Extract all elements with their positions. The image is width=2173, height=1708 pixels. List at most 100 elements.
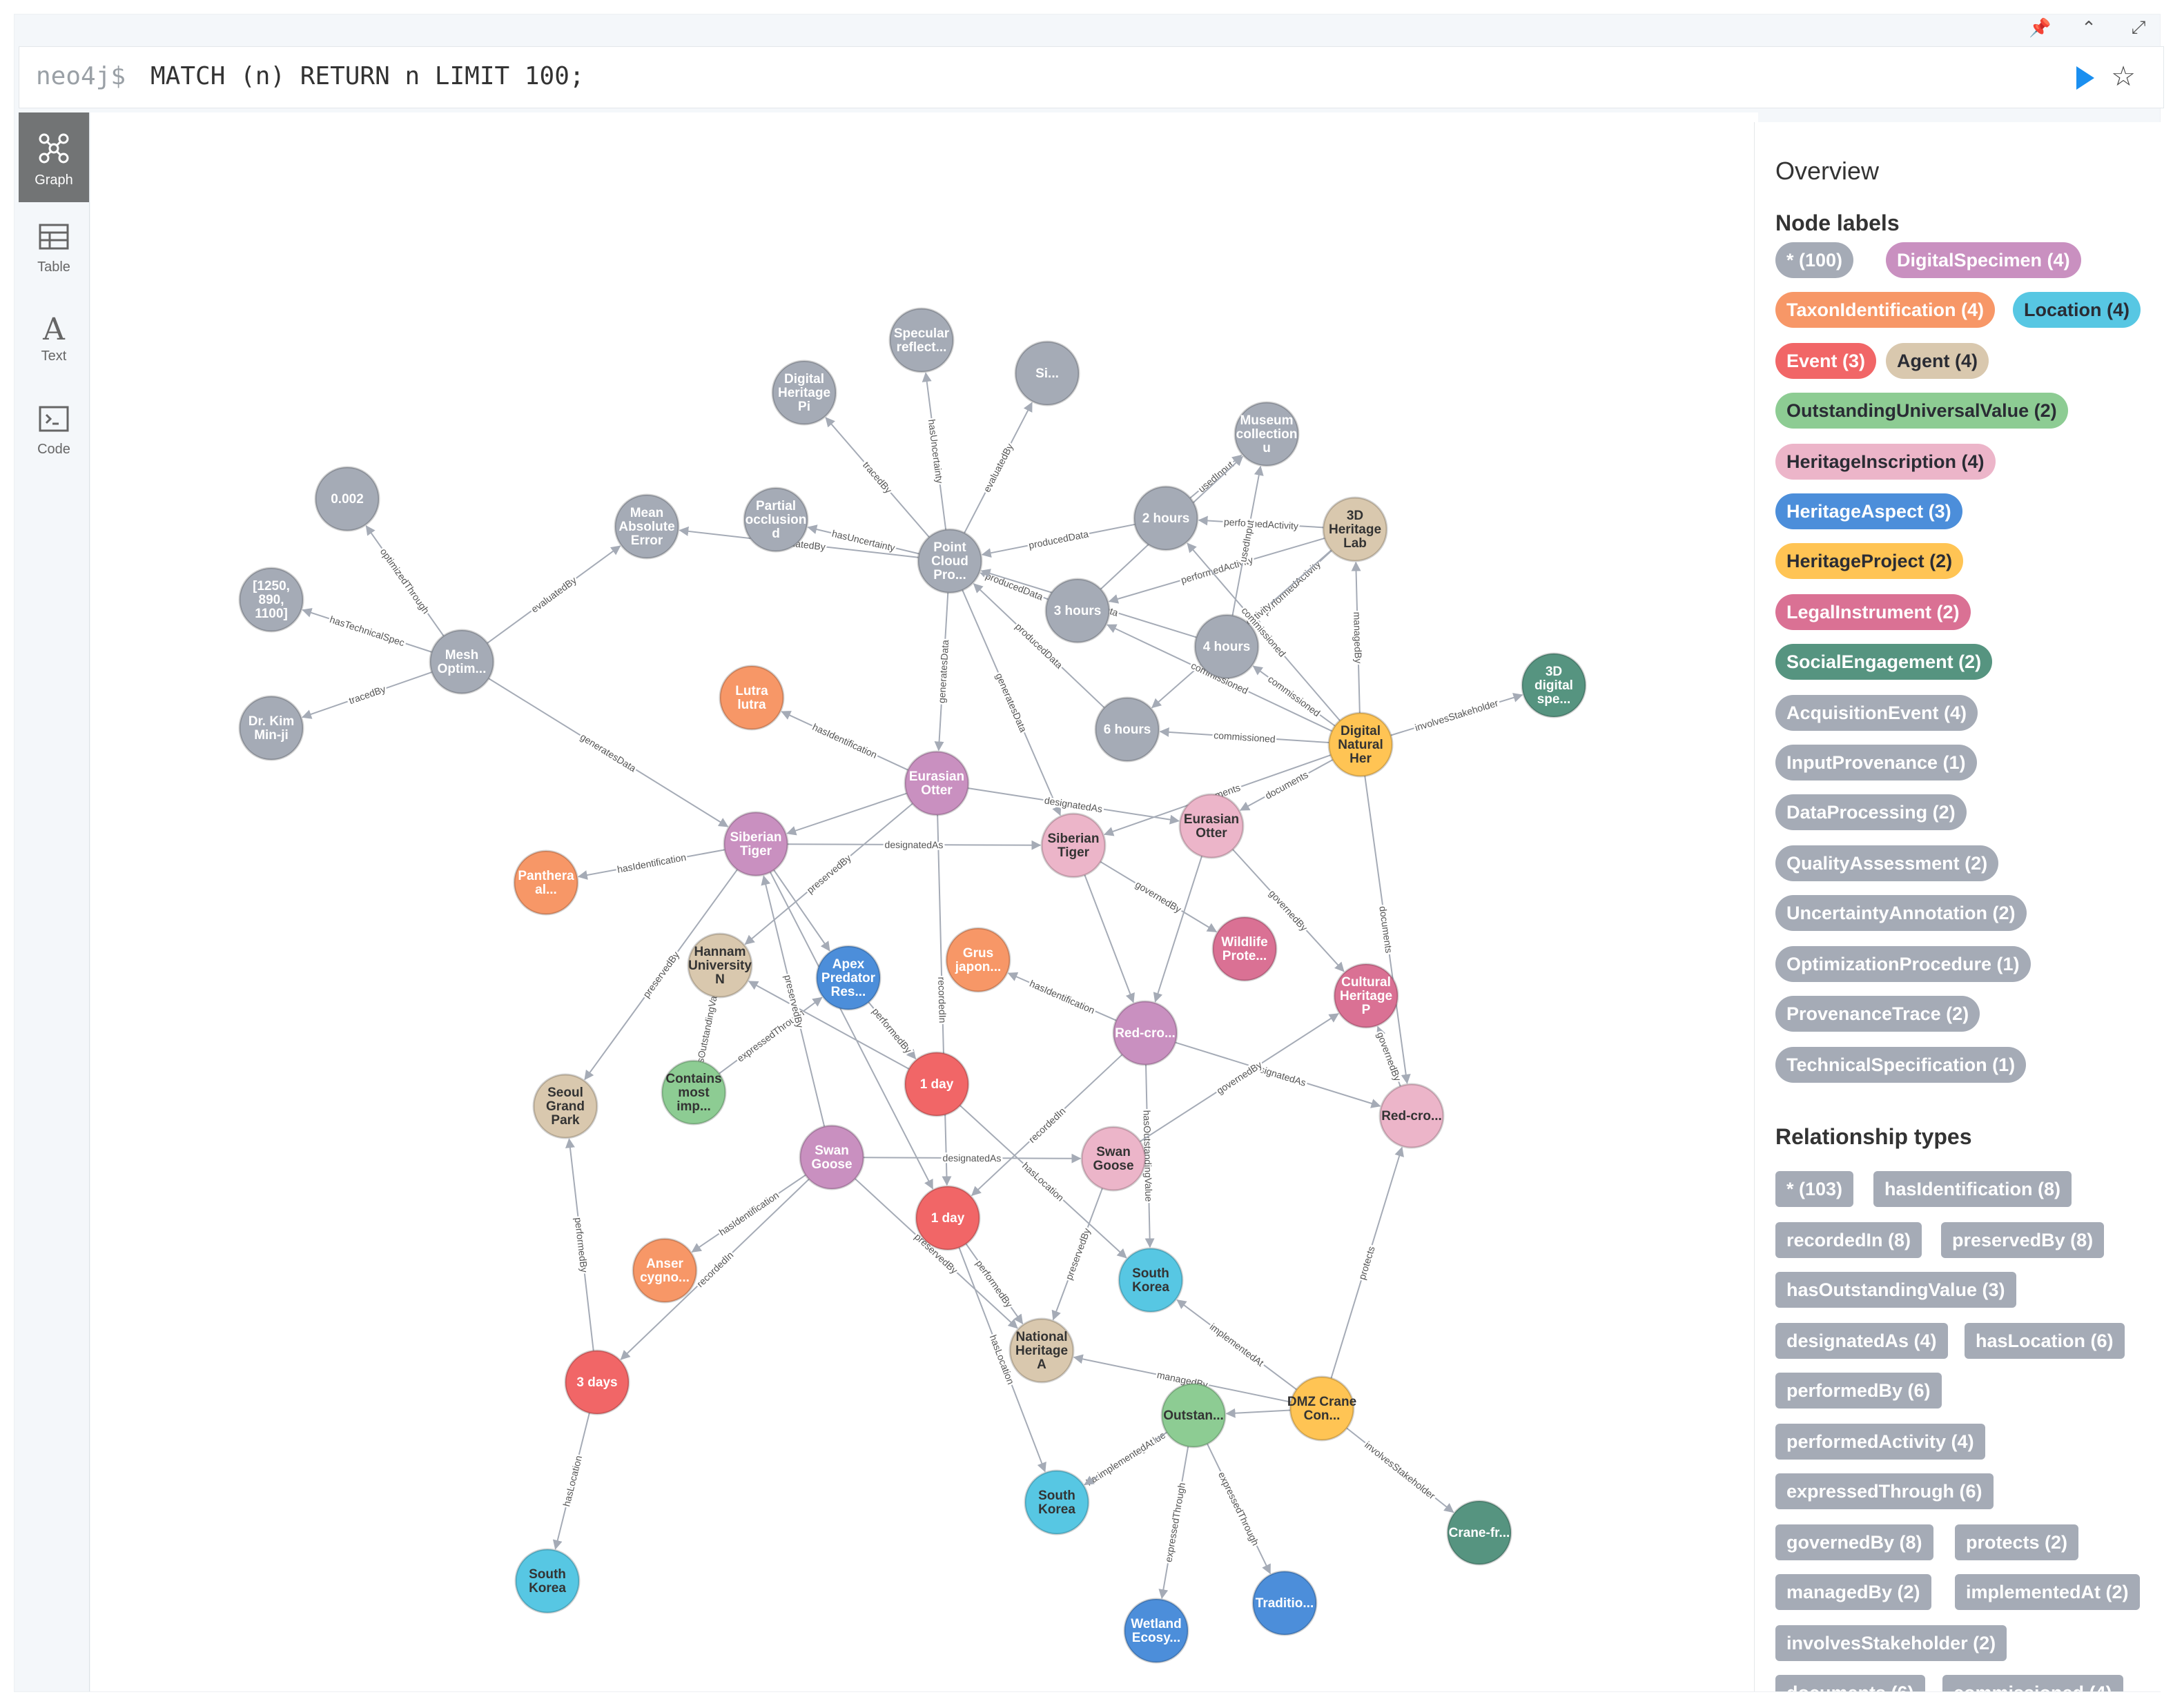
graph-node[interactable]: South Korea (514, 1548, 581, 1614)
relationship-edge[interactable] (1140, 1013, 1339, 1142)
relationship-edge[interactable] (1390, 693, 1523, 736)
graph-node-circle[interactable] (719, 665, 785, 731)
graph-node-circle[interactable] (314, 466, 380, 532)
graph-node-circle[interactable] (1521, 652, 1587, 718)
graph-node[interactable]: Digital Natural Her (1327, 711, 1394, 778)
graph-node[interactable]: National Heritage A (1008, 1317, 1075, 1384)
relationship-edge[interactable] (1225, 1408, 1291, 1418)
star-icon[interactable]: ☆ (2111, 61, 2136, 92)
graph-node[interactable]: Seoul Grand Park (532, 1073, 598, 1139)
graph-node-circle[interactable] (799, 1124, 865, 1190)
graph-node-circle[interactable] (1333, 963, 1399, 1029)
relationship-type-pill[interactable]: hasIdentification (8) (1873, 1171, 2072, 1207)
relationship-edge[interactable] (620, 1179, 810, 1360)
node-label-pill[interactable]: UncertaintyAnnotation (2) (1775, 895, 2027, 931)
relationship-edge[interactable] (487, 545, 621, 644)
relationship-edge[interactable] (1100, 861, 1218, 933)
relationship-edge[interactable] (807, 524, 919, 555)
relationship-type-pill[interactable]: expressedThrough (6) (1775, 1473, 1994, 1509)
node-label-pill[interactable]: HeritageAspect (3) (1775, 493, 1962, 529)
graph-node-circle[interactable] (1234, 401, 1300, 467)
graph-node-circle[interactable] (904, 750, 970, 816)
relationship-edge[interactable] (981, 523, 1136, 558)
graph-node-circle[interactable] (1044, 578, 1111, 644)
relationship-edge[interactable] (748, 981, 910, 1070)
relationship-edge[interactable] (863, 1153, 1082, 1164)
node-label-pill[interactable]: HeritageProject (2) (1775, 543, 1964, 579)
relationship-type-pill[interactable]: protects (2) (1955, 1524, 2079, 1560)
relationship-edge[interactable] (1159, 727, 1329, 744)
graph-node-circle[interactable] (904, 1051, 970, 1117)
graph-node-circle[interactable] (1024, 1469, 1090, 1535)
relationship-edge[interactable] (868, 1001, 917, 1060)
graph-node[interactable]: Red-cro... (1378, 1083, 1445, 1149)
graph-node[interactable]: Swan Goose (1080, 1126, 1147, 1192)
graph-node[interactable]: Outstan... (1160, 1382, 1227, 1449)
relationship-edge[interactable] (958, 1247, 1046, 1473)
relationship-type-pill[interactable]: hasOutstandingValue (3) (1775, 1272, 2016, 1308)
chevron-up-icon[interactable]: ⌃ (2081, 17, 2096, 38)
graph-node-circle[interactable] (1289, 1375, 1355, 1442)
graph-node[interactable]: Siberian Tiger (1040, 812, 1107, 878)
graph-node[interactable]: 6 hours (1094, 696, 1160, 763)
relationship-edge[interactable] (1084, 1431, 1167, 1486)
graph-node[interactable]: Anser cygno... (632, 1237, 698, 1304)
relationship-edge[interactable] (973, 583, 1105, 709)
relationship-type-pill[interactable]: * (103) (1775, 1171, 1854, 1207)
relationship-edge[interactable] (697, 996, 714, 1061)
relationship-edge[interactable] (1364, 776, 1411, 1084)
node-label-pill[interactable]: Location (4) (2013, 292, 2141, 328)
node-label-pill[interactable]: OutstandingUniversalValue (2) (1775, 393, 2068, 429)
graph-node[interactable]: Si... (1014, 340, 1080, 406)
relationship-edge[interactable] (786, 792, 907, 836)
graph-node-circle[interactable] (1178, 793, 1245, 859)
graph-node[interactable]: Wildlife Prote... (1211, 916, 1278, 982)
graph-node-circle[interactable] (514, 1548, 581, 1614)
graph-node-circle[interactable] (564, 1349, 630, 1415)
relationship-edge[interactable] (959, 1105, 1127, 1259)
relationship-edge[interactable] (968, 787, 1180, 825)
relationship-type-pill[interactable]: performedBy (6) (1775, 1373, 1942, 1408)
node-label-pill[interactable]: TaxonIdentification (4) (1775, 292, 1996, 328)
relationship-edge[interactable] (1144, 1064, 1155, 1248)
graph-node[interactable]: Museum collection u (1234, 401, 1300, 467)
node-label-pill[interactable]: LegalInstrument (2) (1775, 594, 1971, 630)
node-label-pill[interactable]: HeritageInscription (4) (1775, 444, 1996, 480)
graph-node-circle[interactable] (1040, 812, 1107, 878)
graph-node[interactable]: Specular reflect... (888, 307, 955, 373)
graph-node-circle[interactable] (1008, 1317, 1075, 1384)
graph-node-circle[interactable] (1080, 1126, 1147, 1192)
relationship-edge[interactable] (1376, 1025, 1401, 1087)
table-view-button[interactable]: Table (19, 204, 89, 293)
graph-node[interactable]: 4 hours (1193, 613, 1260, 680)
relationship-edge[interactable] (1073, 1354, 1292, 1403)
node-label-pill[interactable]: InputProvenance (1) (1775, 745, 1977, 781)
node-label-pill[interactable]: * (100) (1775, 242, 1854, 278)
node-label-pill[interactable]: Agent (4) (1886, 343, 1989, 379)
relationship-edge[interactable] (934, 592, 949, 752)
graph-canvas[interactable]: optimizedThrough optimizedThrough evaluate… (90, 112, 1758, 1691)
node-label-pill[interactable]: ProvenanceTrace (2) (1775, 996, 1980, 1032)
relationship-edge[interactable] (1103, 754, 1331, 836)
graph-node-circle[interactable] (614, 493, 680, 560)
graph-node-circle[interactable] (238, 695, 304, 761)
graph-node[interactable]: Cultural Heritage P (1333, 963, 1399, 1029)
graph-node-circle[interactable] (1322, 496, 1388, 562)
relationship-edge[interactable] (1051, 1188, 1103, 1321)
relationship-edge[interactable] (1198, 516, 1324, 529)
relationship-edge[interactable] (365, 525, 445, 636)
graph-node-circle[interactable] (1094, 696, 1160, 763)
relationship-edge[interactable] (1187, 542, 1341, 721)
graph-node-circle[interactable] (429, 629, 495, 695)
graph-node-circle[interactable] (1378, 1083, 1445, 1149)
graph-node-circle[interactable] (1160, 1382, 1227, 1449)
graph-node[interactable]: Apex Predator Res... (815, 945, 881, 1011)
graph-node-circle[interactable] (1133, 485, 1199, 551)
graph-node[interactable]: 0.002 (314, 466, 380, 532)
relationship-edge[interactable] (565, 1138, 594, 1351)
relationship-edge[interactable] (1239, 759, 1334, 811)
relationship-edge[interactable] (965, 1243, 1024, 1324)
graph-node[interactable]: 3D Heritage Lab (1322, 496, 1388, 562)
node-label-pill[interactable]: DataProcessing (2) (1775, 794, 1967, 830)
